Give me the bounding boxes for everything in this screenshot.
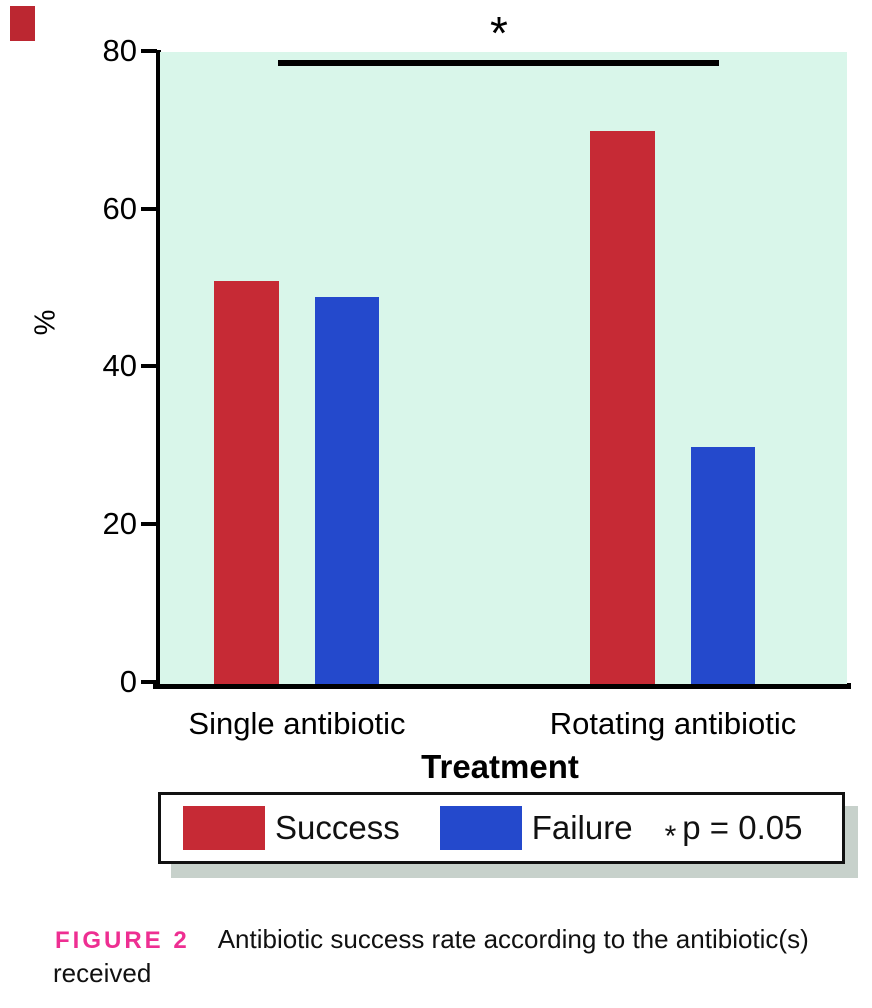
- y-tick-0: [141, 680, 157, 684]
- bar-failure-single: [315, 297, 379, 684]
- y-tick-label-0: 0: [119, 664, 137, 699]
- corner-marker-square: [10, 6, 35, 41]
- bar-success-rotating: [590, 131, 655, 684]
- y-tick-label-40: 40: [102, 348, 137, 383]
- legend-label-failure: Failure: [531, 809, 633, 846]
- plot-area: [160, 52, 847, 684]
- y-tick-label-20: 20: [102, 506, 137, 541]
- legend-swatch-success: [183, 806, 265, 850]
- figure-number-label: FIGURE 2: [55, 927, 190, 954]
- y-tick-60: [141, 207, 157, 211]
- x-category-label-single: Single antibiotic: [188, 706, 406, 741]
- legend-asterisk: *: [664, 820, 677, 853]
- bar-failure-rotating: [691, 447, 755, 684]
- figure-caption: FIGURE 2 Antibiotic success rate accordin…: [55, 924, 855, 955]
- x-axis-title: Treatment: [421, 748, 579, 785]
- y-tick-label-80: 80: [102, 33, 137, 68]
- significance-line: [278, 60, 719, 66]
- figure-caption-text: Antibiotic success rate according to the…: [217, 924, 809, 954]
- x-category-label-rotating: Rotating antibiotic: [549, 706, 797, 741]
- bar-success-single: [214, 281, 279, 684]
- significance-asterisk: *: [490, 7, 508, 59]
- y-tick-label-60: 60: [102, 191, 137, 226]
- legend-significance-note: * p = 0.05: [665, 809, 803, 853]
- legend: Success Failure * p = 0.05: [158, 792, 845, 864]
- y-tick-20: [141, 522, 157, 526]
- x-axis-line: [153, 683, 851, 689]
- y-tick-80: [141, 49, 157, 53]
- legend-swatch-failure: [439, 806, 522, 850]
- figure-caption-line2: received: [53, 958, 152, 988]
- legend-p-value: p = 0.05: [682, 809, 803, 846]
- y-tick-40: [141, 364, 157, 368]
- legend-label-success: Success: [275, 809, 400, 846]
- y-axis-title: %: [29, 309, 62, 336]
- y-axis-line: [156, 50, 161, 686]
